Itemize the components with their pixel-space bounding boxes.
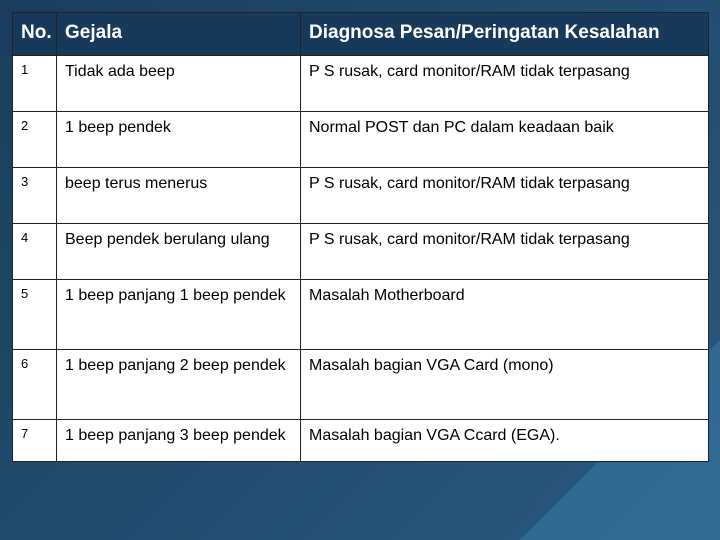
cell-gejala: 1 beep pendek (57, 111, 301, 167)
cell-diagnosa: P S rusak, card monitor/RAM tidak terpas… (301, 223, 709, 279)
cell-no: 7 (13, 419, 57, 461)
table-row: 1 Tidak ada beep P S rusak, card monitor… (13, 55, 709, 111)
cell-gejala: Beep pendek berulang ulang (57, 223, 301, 279)
cell-no: 2 (13, 111, 57, 167)
cell-diagnosa: Normal POST dan PC dalam keadaan baik (301, 111, 709, 167)
cell-diagnosa: Masalah Motherboard (301, 279, 709, 349)
col-header-no: No. (13, 13, 57, 56)
cell-diagnosa: Masalah bagian VGA Ccard (EGA). (301, 419, 709, 461)
table-row: 7 1 beep panjang 3 beep pendek Masalah b… (13, 419, 709, 461)
cell-diagnosa: Masalah bagian VGA Card (mono) (301, 349, 709, 419)
cell-no: 3 (13, 167, 57, 223)
col-header-gejala: Gejala (57, 13, 301, 56)
diagnosis-table-wrap: No. Gejala Diagnosa Pesan/Peringatan Kes… (12, 12, 708, 462)
cell-no: 5 (13, 279, 57, 349)
cell-gejala: Tidak ada beep (57, 55, 301, 111)
diagnosis-table: No. Gejala Diagnosa Pesan/Peringatan Kes… (12, 12, 709, 462)
table-row: 6 1 beep panjang 2 beep pendek Masalah b… (13, 349, 709, 419)
table-header-row: No. Gejala Diagnosa Pesan/Peringatan Kes… (13, 13, 709, 56)
cell-gejala: 1 beep panjang 2 beep pendek (57, 349, 301, 419)
table-row: 5 1 beep panjang 1 beep pendek Masalah M… (13, 279, 709, 349)
cell-diagnosa: P S rusak, card monitor/RAM tidak terpas… (301, 55, 709, 111)
cell-gejala: 1 beep panjang 1 beep pendek (57, 279, 301, 349)
cell-no: 6 (13, 349, 57, 419)
table-row: 4 Beep pendek berulang ulang P S rusak, … (13, 223, 709, 279)
cell-diagnosa: P S rusak, card monitor/RAM tidak terpas… (301, 167, 709, 223)
table-row: 3 beep terus menerus P S rusak, card mon… (13, 167, 709, 223)
cell-gejala: beep terus menerus (57, 167, 301, 223)
table-row: 2 1 beep pendek Normal POST dan PC dalam… (13, 111, 709, 167)
cell-no: 1 (13, 55, 57, 111)
cell-gejala: 1 beep panjang 3 beep pendek (57, 419, 301, 461)
col-header-diagnosa: Diagnosa Pesan/Peringatan Kesalahan (301, 13, 709, 56)
cell-no: 4 (13, 223, 57, 279)
